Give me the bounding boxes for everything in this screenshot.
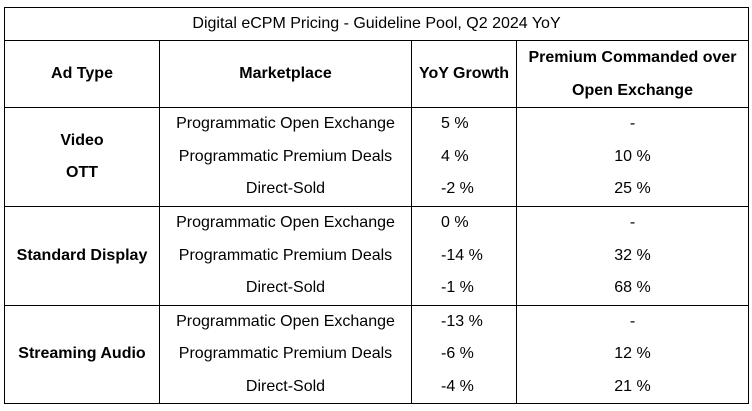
table-title: Digital eCPM Pricing - Guideline Pool, Q… [3,7,750,41]
marketplace-cell: Programmatic Open Exchange [159,106,412,141]
table-row: Programmatic Premium Deals -6 % 12 % [5,338,750,371]
header-ad-type: Ad Type [4,40,160,108]
marketplace-cell: Programmatic Premium Deals [159,338,412,371]
table-row: Direct-Sold -4 % 21 % [5,370,750,405]
premium-cell: 32 % [515,239,750,272]
marketplace-cell: Programmatic Premium Deals [159,239,412,272]
table-row: Programmatic Premium Deals 4 % 10 % [5,140,750,174]
yoy-cell: -6 % [411,338,517,371]
table-row: Programmatic Premium Deals -14 % 32 % [5,239,750,272]
yoy-cell: -2 % [411,173,517,207]
yoy-cell: 5 % [411,106,517,141]
yoy-value: 0 % [441,214,469,232]
header-yoy-growth: YoY Growth [411,40,517,108]
premium-cell: - [515,205,750,240]
marketplace-cell: Direct-Sold [159,173,412,207]
yoy-cell: -1 % [411,271,517,306]
header-premium-line2: Open Exchange [572,82,693,99]
ad-type-cell: Video OTT [4,107,160,207]
premium-cell: - [515,304,750,339]
table-row: Direct-Sold -1 % 68 % [5,271,750,306]
table-row: Video OTT Programmatic Open Exchange 5 %… [4,106,750,207]
yoy-cell: -4 % [411,370,517,405]
marketplace-cell: Direct-Sold [159,370,412,405]
yoy-cell: 4 % [411,140,517,174]
premium-cell: 25 % [515,173,750,207]
marketplace-cell: Programmatic Open Exchange [159,304,412,339]
yoy-cell: 0 % [411,205,517,240]
yoy-value: 5 % [441,115,469,133]
premium-cell: 10 % [515,140,750,174]
yoy-value: -14 % [441,246,483,264]
yoy-value: -4 % [441,378,474,396]
ad-type-line: Streaming Audio [18,345,146,363]
marketplace-cell: Programmatic Premium Deals [159,140,412,174]
pricing-table-container: Digital eCPM Pricing - Guideline Pool, Q… [3,7,750,405]
ad-type-line: Video [60,131,104,149]
table-row: Standard Display Programmatic Open Excha… [4,205,750,306]
pricing-table: Digital eCPM Pricing - Guideline Pool, Q… [3,7,750,405]
premium-cell: 12 % [515,338,750,371]
marketplace-cell: Programmatic Open Exchange [159,205,412,240]
table-row: Streaming Audio Programmatic Open Exchan… [4,304,750,405]
header-premium: Premium Commanded over Open Exchange [515,40,750,108]
ad-type-cell: Standard Display [4,205,160,306]
yoy-value: -1 % [441,279,474,297]
yoy-value: -13 % [441,312,483,330]
yoy-value: -6 % [441,345,474,363]
marketplace-cell: Direct-Sold [159,271,412,306]
premium-cell: 68 % [515,271,750,306]
header-premium-line1: Premium Commanded over [528,49,737,66]
ad-type-line: OTT [66,163,98,181]
yoy-cell: -14 % [411,239,517,272]
yoy-cell: -13 % [411,304,517,339]
premium-cell: 21 % [515,370,750,405]
yoy-value: 4 % [441,147,469,165]
ad-type-cell: Streaming Audio [4,304,160,405]
header-marketplace: Marketplace [159,40,412,108]
premium-cell: - [515,106,750,141]
yoy-value: -2 % [441,180,474,198]
ad-type-line: Standard Display [16,246,148,264]
